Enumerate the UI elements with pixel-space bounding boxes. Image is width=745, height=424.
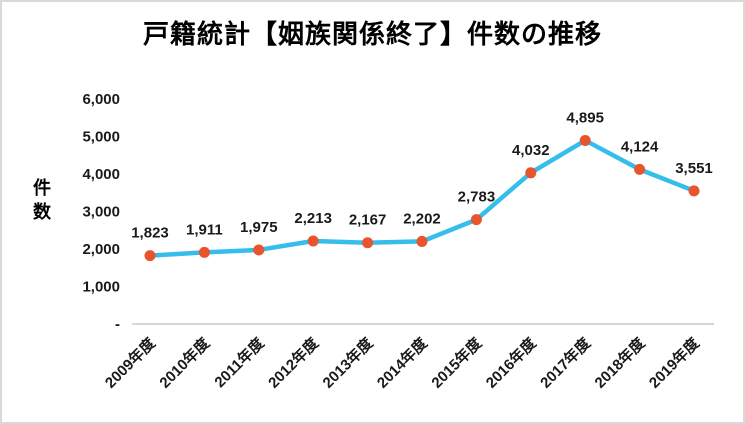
x-tick-label: 2011年度 (211, 333, 269, 391)
x-tick-label: 2019年度 (645, 333, 703, 391)
x-tick-label: 2017年度 (536, 333, 594, 391)
data-point-label: 4,895 (566, 109, 604, 126)
data-point-marker (253, 244, 265, 256)
data-point-label: 2,202 (403, 210, 441, 227)
y-tick-label: 1,000 (82, 279, 120, 296)
data-point-label: 1,975 (240, 219, 278, 236)
data-point-label: 2,213 (294, 210, 332, 227)
data-point-label: 1,911 (186, 221, 223, 238)
data-point-label: 1,823 (131, 225, 169, 242)
data-point-marker (362, 237, 374, 249)
x-tick-label: 2012年度 (264, 333, 322, 391)
x-tick-label: 2013年度 (319, 333, 377, 391)
y-tick-label: 3,000 (82, 204, 120, 221)
y-tick-label: 5,000 (82, 129, 120, 146)
data-point-marker (579, 134, 591, 146)
x-tick-label: 2016年度 (482, 333, 540, 391)
y-tick-label: - (115, 316, 120, 333)
y-tick-label: 4,000 (82, 166, 120, 183)
y-tick-label: 2,000 (82, 241, 120, 258)
data-point-marker (307, 235, 319, 247)
x-tick-label: 2010年度 (156, 333, 214, 391)
x-tick-label: 2018年度 (591, 333, 649, 391)
y-tick-label: 6,000 (82, 91, 120, 108)
data-point-label: 4,124 (621, 138, 659, 155)
x-tick-label: 2014年度 (373, 333, 431, 391)
data-point-label: 2,167 (349, 212, 387, 229)
data-point-marker (688, 185, 700, 197)
chart-title: 戸籍統計【姻族関係終了】件数の推移 (142, 19, 602, 49)
data-point-label: 2,783 (458, 189, 496, 206)
data-point-marker (416, 235, 428, 247)
data-point-marker (198, 246, 210, 258)
data-point-label: 4,032 (512, 142, 550, 159)
data-point-marker (470, 214, 482, 226)
data-point-marker (525, 167, 537, 179)
y-axis-title: 件数 (31, 178, 51, 226)
data-point-marker (634, 163, 646, 175)
data-point-label: 3,551 (675, 160, 713, 177)
data-point-marker (144, 250, 156, 262)
x-tick-label: 2015年度 (428, 333, 486, 391)
x-tick-label: 2009年度 (101, 333, 159, 391)
